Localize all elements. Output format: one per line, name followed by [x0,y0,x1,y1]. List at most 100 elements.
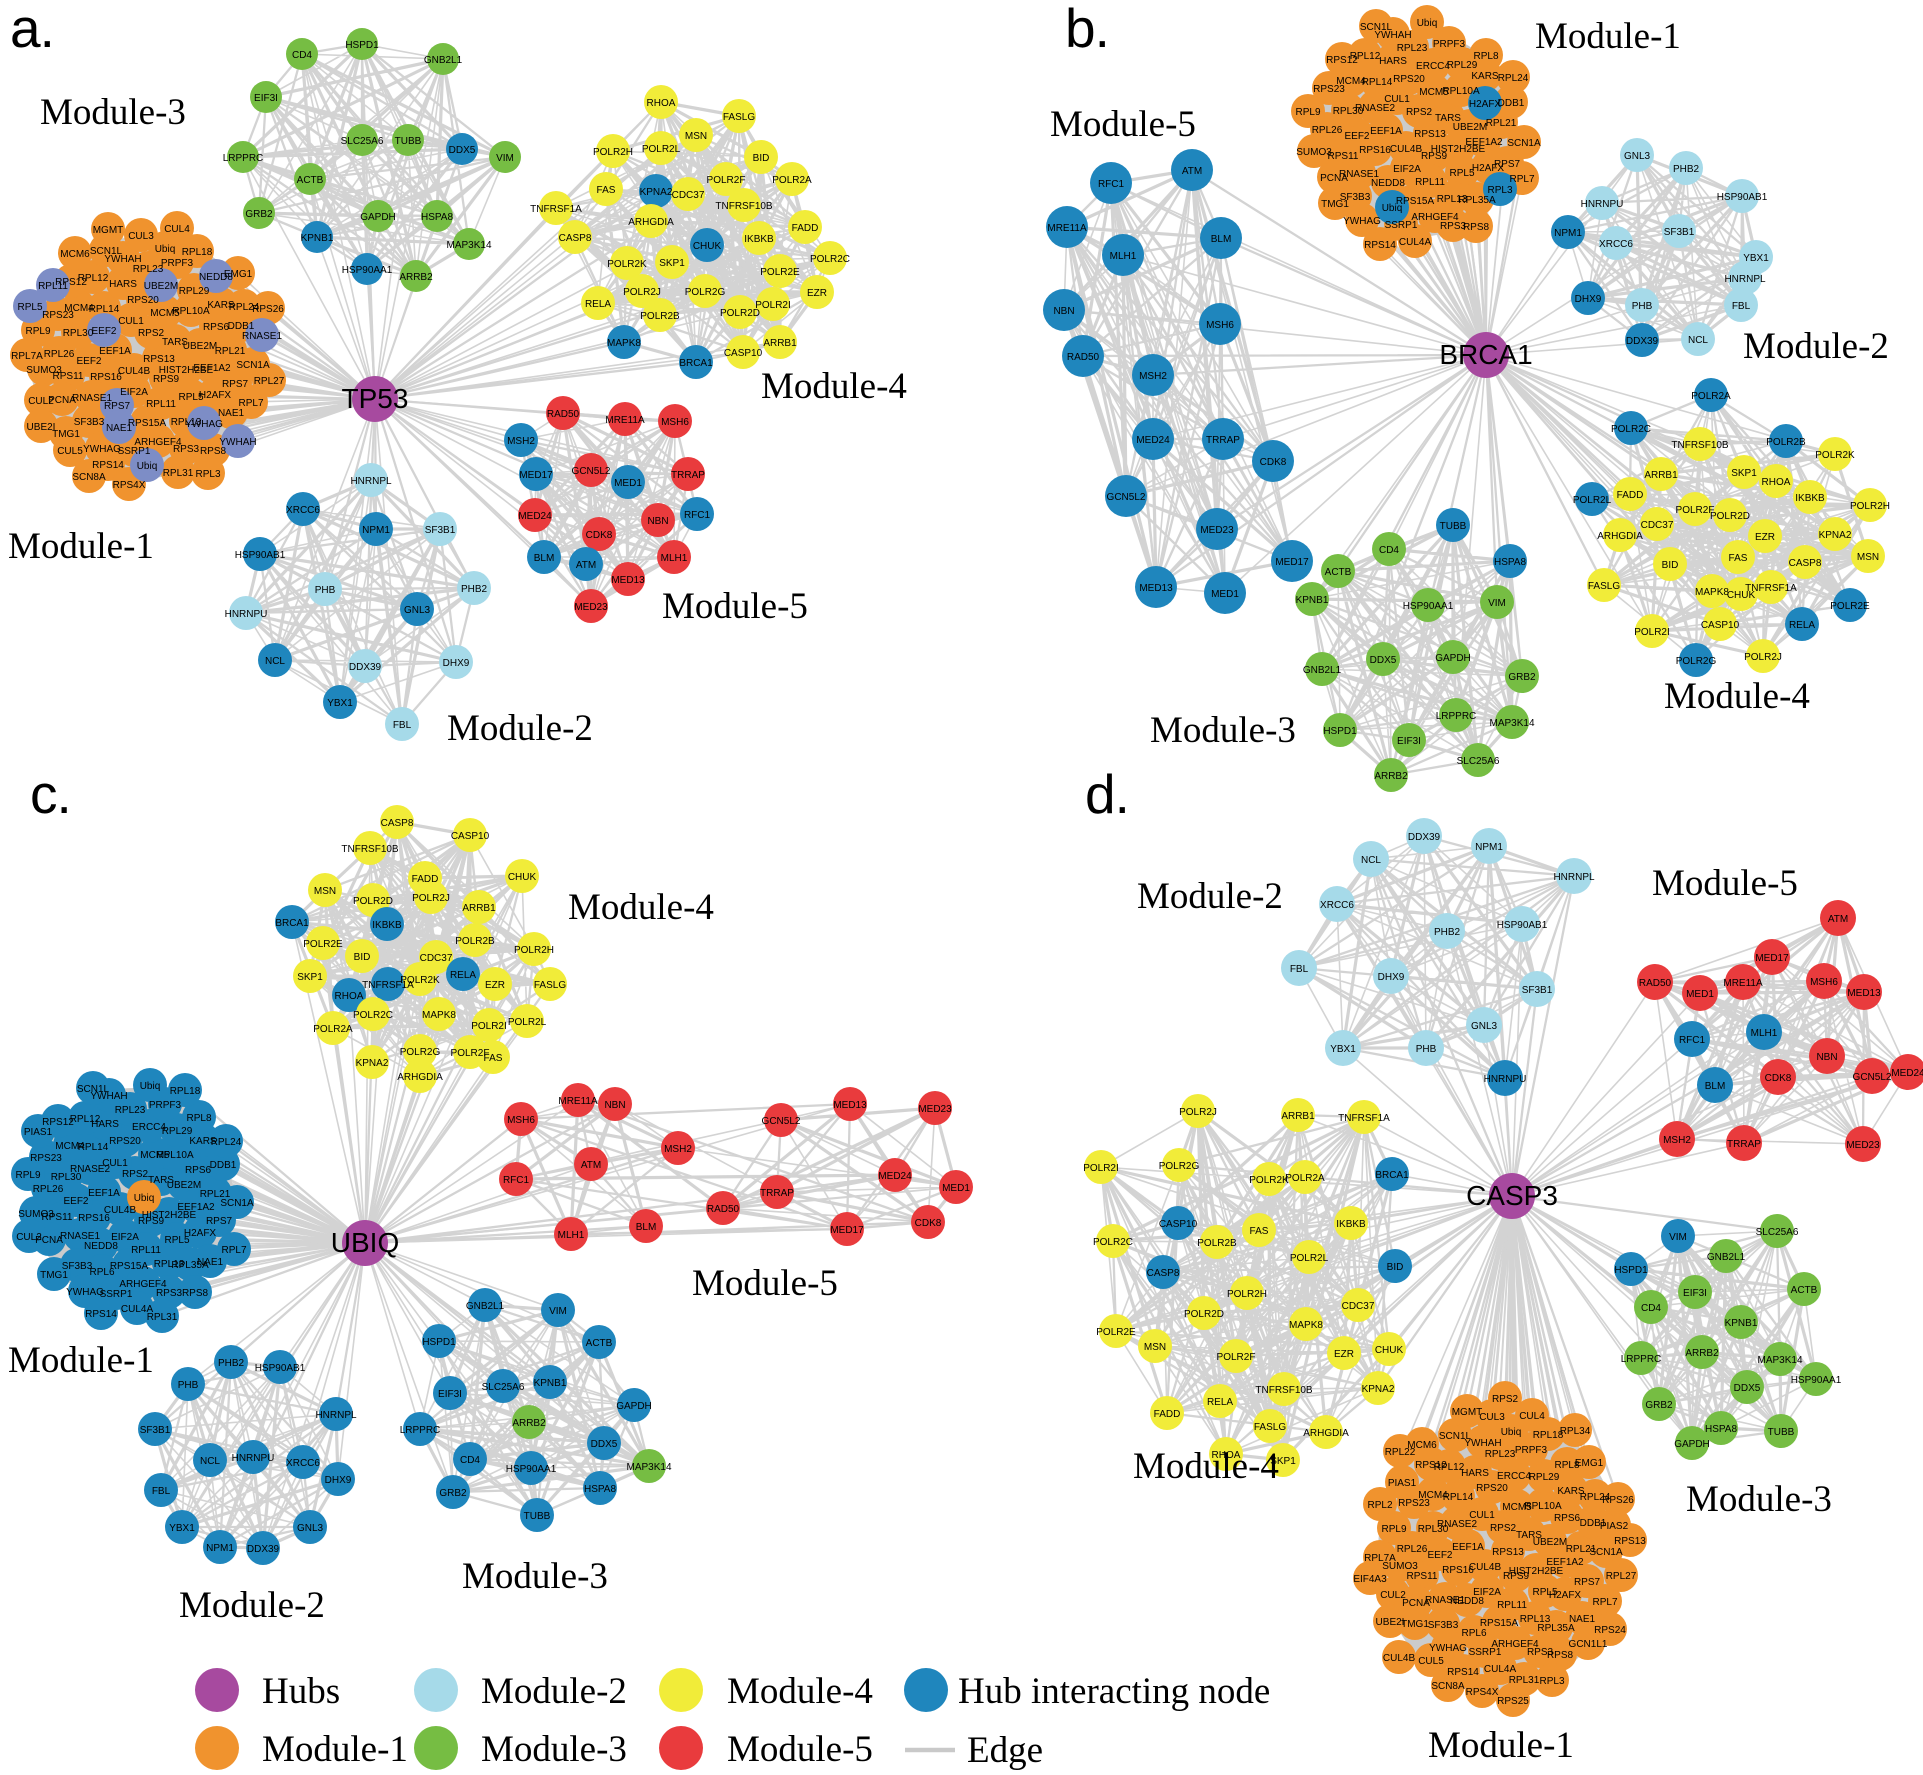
svg-text:DDB1: DDB1 [1580,1518,1607,1529]
svg-text:MCM6: MCM6 [60,249,90,260]
svg-text:RPL9: RPL9 [1295,107,1320,118]
svg-text:YWHAG: YWHAG [83,444,121,455]
svg-text:RPS23: RPS23 [1398,1498,1430,1509]
svg-text:POLR2G: POLR2G [1676,656,1717,667]
svg-text:RPL3: RPL3 [1539,1676,1564,1687]
svg-text:RPL7: RPL7 [238,398,263,409]
svg-text:GNB2L1: GNB2L1 [1303,665,1342,676]
svg-text:RPL7: RPL7 [221,1245,246,1256]
svg-text:MAP3K14: MAP3K14 [1757,1355,1802,1366]
svg-text:RELA: RELA [1207,1397,1233,1408]
svg-text:MLH1: MLH1 [1110,251,1137,262]
svg-text:RPS16: RPS16 [1442,1565,1474,1576]
svg-text:RPS12: RPS12 [1415,1460,1447,1471]
svg-text:PRPF3: PRPF3 [161,258,194,269]
svg-text:BLM: BLM [636,1222,657,1233]
svg-text:MED23: MED23 [918,1104,952,1115]
svg-text:Module-1: Module-1 [262,1729,408,1770]
svg-text:MCM4: MCM4 [1418,1490,1448,1501]
svg-text:PRPF3: PRPF3 [1433,39,1466,50]
svg-text:RPS11: RPS11 [53,371,84,382]
svg-text:EEF1A: EEF1A [88,1188,120,1199]
svg-text:ARHGEF4: ARHGEF4 [1491,1639,1539,1650]
svg-text:PIAS1: PIAS1 [24,1127,53,1138]
svg-text:Ubiq: Ubiq [155,244,176,255]
svg-text:RPL29: RPL29 [1529,1472,1560,1483]
svg-text:MLH1: MLH1 [1751,1028,1778,1039]
svg-text:MSH2: MSH2 [664,1144,692,1155]
svg-text:SF3B1: SF3B1 [1664,227,1695,238]
svg-text:Module-3: Module-3 [1686,1479,1832,1520]
svg-text:MRE11A: MRE11A [1723,978,1763,989]
svg-text:RNASE1: RNASE1 [1339,169,1379,180]
svg-text:BRCA1: BRCA1 [679,358,713,369]
svg-text:NEDD8: NEDD8 [1371,178,1405,189]
svg-text:RPL29: RPL29 [179,286,210,297]
svg-text:RPL14: RPL14 [78,1142,109,1153]
svg-text:MCM4: MCM4 [1336,76,1366,87]
svg-text:IKBKB: IKBKB [1336,1219,1366,1230]
svg-text:TMG1: TMG1 [1401,1619,1429,1630]
svg-text:GCN1L1: GCN1L1 [1569,1639,1608,1650]
svg-text:POLR2B: POLR2B [455,936,495,947]
svg-text:MED1: MED1 [614,478,642,489]
svg-text:MAPK8: MAPK8 [607,338,641,349]
svg-text:HNRNPL: HNRNPL [315,1410,357,1421]
svg-text:RPS24: RPS24 [1594,1625,1626,1636]
svg-text:SKP1: SKP1 [659,258,685,269]
svg-text:RPL3: RPL3 [195,469,220,480]
svg-text:TNFRSF10B: TNFRSF10B [1255,1385,1313,1396]
svg-text:MCM5: MCM5 [140,1150,170,1161]
svg-text:MAP3K14: MAP3K14 [446,240,491,251]
svg-text:YWHAH: YWHAH [1464,1438,1501,1449]
svg-text:DDX5: DDX5 [1734,1383,1761,1394]
svg-text:POLR2A: POLR2A [1285,1173,1325,1184]
svg-text:SCN1L: SCN1L [90,246,123,257]
svg-text:HNRNPU: HNRNPU [232,1453,275,1464]
svg-text:RPS6: RPS6 [185,1165,212,1176]
svg-text:PHB2: PHB2 [1434,927,1461,938]
svg-text:RPL26: RPL26 [1312,125,1343,136]
svg-text:TUBB: TUBB [1768,1427,1795,1438]
svg-text:EMG1: EMG1 [1575,1458,1604,1469]
svg-text:ACTB: ACTB [297,175,324,186]
svg-text:HARS: HARS [109,279,137,290]
svg-text:YWHAG: YWHAG [66,1287,104,1298]
svg-text:Module-5: Module-5 [1652,863,1798,904]
svg-text:HIST2H2BE: HIST2H2BE [142,1210,197,1221]
svg-text:ATM: ATM [1182,166,1202,177]
svg-text:Module-4: Module-4 [761,366,907,407]
svg-text:TNFRSF1A: TNFRSF1A [530,204,582,215]
svg-text:RPL7A: RPL7A [11,351,43,362]
svg-text:SCN8A: SCN8A [1431,1681,1465,1692]
svg-text:RPL10A: RPL10A [1524,1501,1562,1512]
svg-text:RPS9: RPS9 [153,374,180,385]
svg-text:ACTB: ACTB [1325,567,1352,578]
svg-text:TUBB: TUBB [1440,521,1467,532]
svg-text:EIF3I: EIF3I [1397,736,1421,747]
svg-text:ARHGEF4: ARHGEF4 [134,437,182,448]
svg-text:FASLG: FASLG [534,980,566,991]
svg-text:EEF2: EEF2 [1427,1550,1452,1561]
svg-text:RPL30: RPL30 [1333,106,1364,117]
svg-text:SUMO3: SUMO3 [1296,147,1332,158]
svg-text:RPL26: RPL26 [1397,1544,1428,1555]
svg-text:BLM: BLM [1705,1081,1726,1092]
svg-text:RPL12: RPL12 [1350,51,1381,62]
svg-text:CUL4B: CUL4B [1383,1653,1416,1664]
svg-text:RPL9: RPL9 [25,326,50,337]
svg-text:MED24: MED24 [1136,435,1170,446]
svg-text:CUL4A: CUL4A [1484,1664,1517,1675]
svg-text:RPS15A: RPS15A [1396,196,1435,207]
svg-text:RPS9: RPS9 [1503,1571,1530,1582]
svg-text:MED17: MED17 [1275,557,1309,568]
svg-text:RPL30: RPL30 [1418,1524,1449,1535]
svg-text:RPS15A: RPS15A [128,418,167,429]
svg-text:RPS23: RPS23 [1313,84,1345,95]
svg-text:CUL2: CUL2 [28,396,54,407]
svg-text:GRB2: GRB2 [439,1488,467,1499]
svg-text:RPS13: RPS13 [1414,129,1446,140]
svg-text:KPNB1: KPNB1 [534,1378,567,1389]
svg-text:YWHAH: YWHAH [104,254,141,265]
svg-text:BLM: BLM [534,553,555,564]
